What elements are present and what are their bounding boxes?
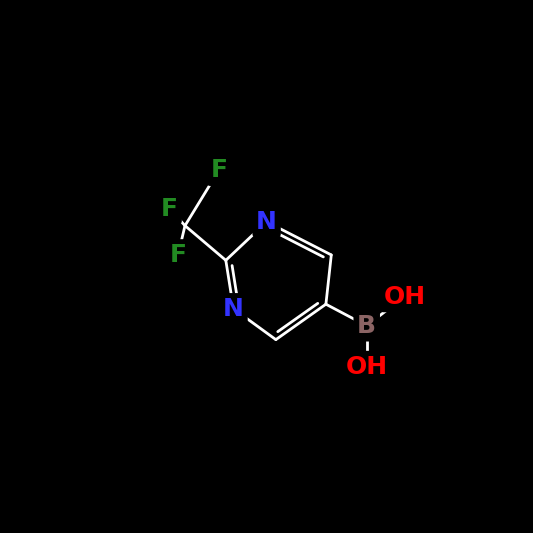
Text: B: B [357,314,376,338]
Text: F: F [169,243,187,267]
Text: F: F [161,197,178,221]
Text: OH: OH [383,285,425,309]
Text: N: N [256,210,277,234]
Text: F: F [211,158,228,182]
Text: OH: OH [346,354,388,378]
Text: N: N [223,297,244,321]
